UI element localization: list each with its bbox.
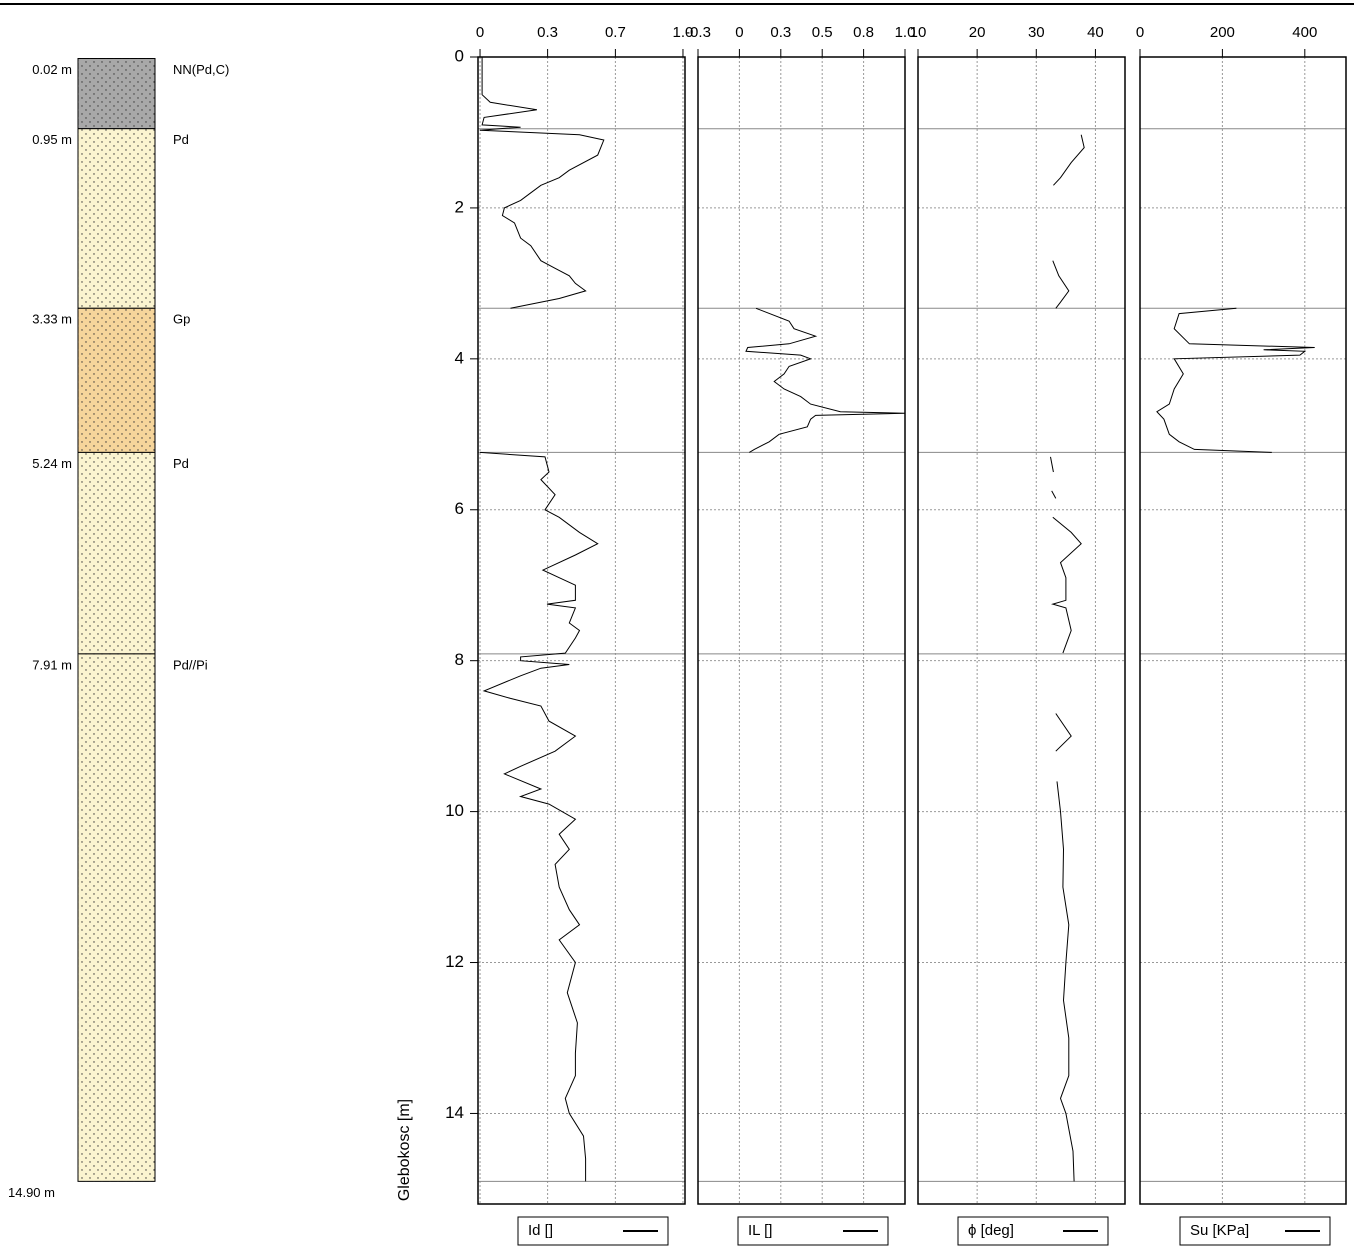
- data-line: [479, 57, 605, 1182]
- x-tick-label: 1.0: [673, 24, 694, 41]
- x-tick-label: 20: [969, 24, 986, 41]
- x-tick-label: 40: [1087, 24, 1104, 41]
- soil-texture: [78, 308, 155, 453]
- panel-frame: [697, 56, 906, 1205]
- x-tick-label: 0.3: [770, 24, 791, 41]
- legend-label: Id []: [528, 1222, 553, 1239]
- layer-depth-label: 7.91 m: [32, 657, 72, 672]
- y-tick-label: 8: [455, 650, 464, 669]
- y-tick-label: 4: [455, 348, 464, 367]
- x-tick-label: 0.3: [537, 24, 558, 41]
- y-tick-label: 6: [455, 499, 464, 518]
- panel-frame: [1139, 56, 1347, 1205]
- layer-name: Gp: [173, 312, 190, 327]
- x-tick-label: 0: [1136, 24, 1144, 41]
- data-line: [1050, 134, 1085, 1182]
- layer-depth-label: 0.02 m: [32, 62, 72, 77]
- legend-label: Su [KPa]: [1190, 1222, 1249, 1239]
- x-tick-label: 0.5: [812, 24, 833, 41]
- y-tick-label: 12: [445, 952, 464, 971]
- x-tick-label: 200: [1210, 24, 1235, 41]
- soil-texture: [78, 58, 155, 129]
- x-tick-label: 10: [910, 24, 927, 41]
- layer-name: Pd: [173, 132, 189, 147]
- bottom-depth-label: 14.90 m: [8, 1185, 55, 1200]
- x-tick-label: 0.8: [853, 24, 874, 41]
- soil-texture: [78, 452, 155, 654]
- x-tick-label: 0: [476, 24, 484, 41]
- x-tick-label: 0.7: [605, 24, 626, 41]
- layer-name: Pd//Pi: [173, 657, 208, 672]
- layer-depth-label: 0.95 m: [32, 132, 72, 147]
- legend-label: ϕ [deg]: [968, 1222, 1014, 1239]
- x-tick-label: -0.3: [685, 24, 711, 41]
- layer-depth-label: 3.33 m: [32, 312, 72, 327]
- layer-name: Pd: [173, 456, 189, 471]
- soil-texture: [78, 128, 155, 309]
- legend-label: IL []: [748, 1222, 772, 1239]
- x-tick-label: 30: [1028, 24, 1045, 41]
- x-tick-label: 400: [1292, 24, 1317, 41]
- panel-frame: [917, 56, 1126, 1205]
- x-tick-label: 0: [735, 24, 743, 41]
- y-tick-label: 14: [445, 1103, 464, 1122]
- panel-frame: [477, 56, 686, 1205]
- y-tick-label: 10: [445, 801, 464, 820]
- y-tick-label: 2: [455, 197, 464, 216]
- y-axis-label: Glebokosc [m]: [396, 1099, 413, 1201]
- layer-name: NN(Pd,C): [173, 62, 229, 77]
- soil-texture: [78, 653, 155, 1182]
- y-tick-label: 0: [455, 46, 464, 65]
- data-line: [1156, 307, 1315, 453]
- data-line: [745, 307, 906, 453]
- layer-depth-label: 5.24 m: [32, 456, 72, 471]
- x-tick-label: 1.0: [895, 24, 916, 41]
